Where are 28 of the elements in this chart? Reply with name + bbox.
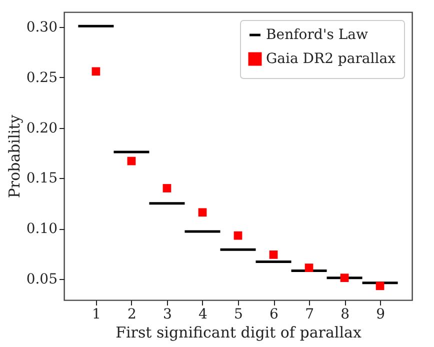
y-tick-label: 0.20	[26, 120, 58, 136]
point	[340, 274, 349, 282]
point	[127, 156, 136, 166]
point	[162, 184, 172, 192]
x-tick-label: 7	[305, 306, 314, 322]
x-tick-label: 5	[234, 306, 243, 322]
point	[304, 264, 314, 272]
x-tick-label: 8	[340, 306, 350, 322]
y-tick-label: 0.15	[26, 170, 58, 187]
x-tick-label: 1	[92, 306, 101, 322]
y-axis-title: Probability	[5, 114, 24, 198]
legend-label: Gaia DR2 parallax	[266, 51, 396, 67]
y-tick-label: 0.05	[26, 271, 58, 288]
x-tick-label: 2	[128, 306, 136, 322]
legend-label: Benford's Law	[266, 27, 368, 43]
y-tick-label: 0.25	[26, 70, 58, 86]
x-tick-label: 3	[163, 306, 172, 322]
x-axis-title: First significant digit of parallax	[116, 324, 362, 342]
point	[376, 282, 384, 290]
point	[234, 231, 242, 240]
point	[269, 250, 278, 259]
point	[198, 208, 207, 217]
point	[92, 67, 100, 76]
y-tick-label: 0.10	[26, 221, 58, 238]
y-tick-label: 0.30	[26, 20, 58, 36]
x-tick-label: 4	[198, 306, 208, 322]
x-tick-label: 6	[270, 306, 279, 322]
x-tick-label: 9	[376, 306, 385, 322]
